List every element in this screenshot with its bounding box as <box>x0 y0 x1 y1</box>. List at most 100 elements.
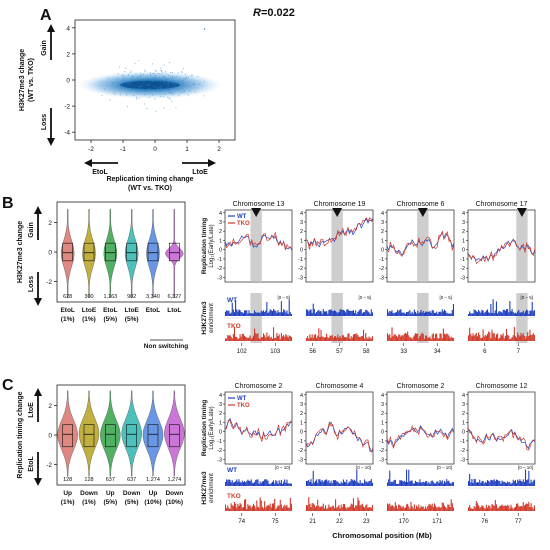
wt-chip-bar <box>427 483 429 486</box>
wt-chip-bar <box>410 480 412 486</box>
wt-chip-bar <box>390 311 392 316</box>
wt-chip-bar <box>516 313 518 316</box>
wt-chip-bar <box>333 310 336 316</box>
wt-chip-bar <box>495 301 498 316</box>
scatter-point <box>118 83 120 86</box>
tko-chip-bar <box>387 503 389 511</box>
tko-chip-bar <box>322 503 324 511</box>
scatter-point <box>203 95 205 97</box>
chromosome-title: Chromosome 17 <box>476 201 528 208</box>
wt-rt-line <box>224 234 293 252</box>
wt-chip-bar <box>276 481 278 486</box>
wt-chip-bar <box>522 310 524 316</box>
rt-y-tick-label: -1 <box>298 439 303 445</box>
wt-chip-bar <box>329 483 331 486</box>
tko-chip-bar <box>523 505 525 511</box>
group-name: LtoE <box>124 307 139 314</box>
tko-chip-bar <box>265 337 267 341</box>
group-name: Down <box>123 490 141 497</box>
wt-chip-bar <box>352 310 354 316</box>
tko-chip-bar <box>254 505 256 511</box>
tko-chip-bar <box>409 508 411 511</box>
tko-chip-bar <box>258 507 260 511</box>
wt-chip-bar <box>403 312 405 316</box>
wt-chip-bar <box>499 311 501 316</box>
wt-chip-bar <box>237 311 239 316</box>
tko-chip-bar <box>518 334 520 341</box>
scatter-point <box>175 106 177 109</box>
scatter-point <box>135 90 137 92</box>
tko-chip-bar <box>503 338 505 341</box>
tko-chip-bar <box>255 333 257 341</box>
chromosome-title: Chromosome 2 <box>397 383 445 390</box>
rt-y-tick-label: 4 <box>462 393 465 399</box>
wt-chip-bar <box>266 301 268 316</box>
scatter-point <box>138 59 140 62</box>
tko-chip-bar <box>387 333 389 341</box>
wt-chip-bar <box>251 313 253 316</box>
wt-chip-bar <box>249 480 251 486</box>
rt-y-tick-label: -2 <box>298 448 303 454</box>
wt-chip-bar <box>471 479 473 486</box>
wt-chip-bar <box>254 310 256 316</box>
wt-chip-bar <box>516 483 518 486</box>
wt-chip-bar <box>392 313 394 316</box>
wt-chip-bar <box>470 482 472 486</box>
wt-chip-bar <box>427 311 429 316</box>
rt-y-tick-label: 2 <box>300 411 303 417</box>
scatter-point <box>168 81 170 84</box>
tko-chip-bar <box>287 337 289 341</box>
wt-chip-bar <box>509 301 511 316</box>
wt-chip-bar <box>280 480 282 486</box>
tko-chip-bar <box>355 505 357 511</box>
rt-y-tick-label: 0 <box>219 248 222 254</box>
wt-chip-bar <box>342 309 344 316</box>
tko-chip-bar <box>520 332 522 341</box>
wt-chip-bar <box>307 309 309 316</box>
tko-chip-bar <box>502 505 504 511</box>
scatter-point <box>122 85 124 87</box>
tko-chip-bar <box>397 508 399 511</box>
wt-chip-bar <box>251 482 253 486</box>
wt-chip-bar <box>518 309 520 316</box>
tko-chip-bar <box>243 335 246 341</box>
y-tick-label: 4 <box>66 25 70 32</box>
scatter-point <box>140 74 142 76</box>
tko-chip-bar <box>410 501 412 511</box>
wt-chip-bar <box>479 311 481 316</box>
tko-chip-bar <box>507 504 509 511</box>
wt-chip-bar <box>401 480 403 486</box>
rt-y-tick-label: 1 <box>381 238 384 244</box>
tko-chip-bar <box>468 507 470 511</box>
wt-chip-bar <box>474 479 476 486</box>
tko-chip-bar <box>333 508 336 511</box>
region-marker-triangle <box>251 208 262 217</box>
tko-chip-bar <box>401 507 403 511</box>
box-iqr <box>105 242 116 262</box>
scatter-point <box>158 78 160 80</box>
tko-chip-bar <box>285 506 287 511</box>
wt-chip-bar <box>393 479 395 486</box>
tko-chip-bar <box>533 505 535 511</box>
wt-chip-bar <box>498 480 500 486</box>
tko-chip-bar <box>508 505 510 511</box>
wt-chip-bar <box>507 309 509 316</box>
tko-chip-bar <box>371 505 373 511</box>
box-iqr <box>62 424 73 448</box>
tko-chip-bar <box>232 333 234 341</box>
tko-chip-bar <box>329 506 331 511</box>
rt-y-tick-label: -2 <box>460 266 465 272</box>
position-tick-label: 22 <box>336 519 343 525</box>
wt-chip-bar <box>254 482 256 486</box>
wt-chip-bar <box>484 311 486 316</box>
highlight-region <box>331 210 343 282</box>
wt-chip-bar <box>314 313 317 316</box>
tko-chip-bar <box>226 507 228 511</box>
wt-chip-bar <box>339 309 341 316</box>
wt-chip-bar <box>240 482 242 486</box>
wt-chip-bar <box>481 481 483 486</box>
wt-chip-bar <box>428 481 430 486</box>
wt-chip-bar <box>351 479 353 486</box>
wt-chip-bar <box>308 311 310 316</box>
tko-chip-bar <box>447 504 449 511</box>
